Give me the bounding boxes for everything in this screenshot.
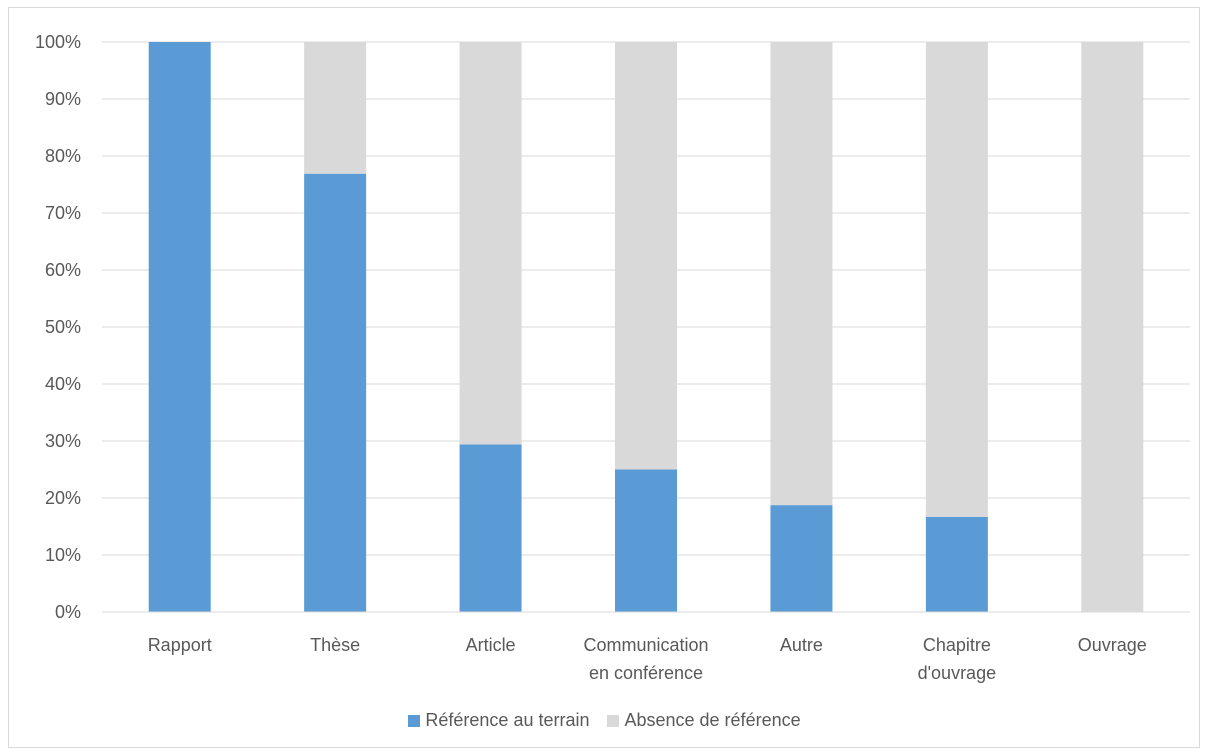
legend: Référence au terrain Absence de référenc… (0, 710, 1209, 731)
x-tick-label: Thèse (310, 635, 360, 655)
bar-reference-terrain (925, 516, 988, 612)
x-tick-label: Rapport (148, 635, 212, 655)
bar-absence-reference (615, 42, 677, 470)
x-tick-label: en conférence (589, 663, 703, 683)
bar-absence-reference (304, 42, 367, 174)
y-tick-label: 80% (45, 146, 81, 166)
y-tick-label: 40% (45, 374, 81, 394)
y-tick-label: 60% (45, 260, 81, 280)
y-tick-label: 50% (45, 317, 81, 337)
bar-reference-terrain (770, 505, 833, 612)
bar-absence-reference (925, 42, 988, 517)
bar-absence-reference (1081, 42, 1144, 612)
legend-label-absence: Absence de référence (624, 710, 801, 730)
legend-item-terrain: Référence au terrain (408, 710, 589, 731)
x-tick-label: Chapitre (923, 635, 991, 655)
bar-reference-terrain (304, 173, 367, 613)
legend-swatch-absence (607, 714, 620, 727)
bar-absence-reference (770, 42, 833, 506)
legend-item-absence: Absence de référence (607, 710, 801, 731)
legend-label-terrain: Référence au terrain (425, 710, 590, 730)
y-tick-label: 30% (45, 431, 81, 451)
legend-swatch-terrain (408, 714, 421, 727)
bar-reference-terrain (615, 469, 677, 612)
bar-reference-terrain (148, 42, 211, 612)
y-tick-label: 10% (45, 545, 81, 565)
bar-absence-reference (459, 42, 522, 445)
y-tick-label: 20% (45, 488, 81, 508)
y-tick-label: 100% (35, 32, 81, 52)
y-tick-label: 90% (45, 89, 81, 109)
x-tick-label: Ouvrage (1078, 635, 1147, 655)
y-tick-label: 70% (45, 203, 81, 223)
x-tick-label: d'ouvrage (918, 663, 997, 683)
x-tick-label: Article (466, 635, 516, 655)
x-tick-label: Autre (780, 635, 823, 655)
y-tick-label: 0% (55, 602, 81, 622)
bar-reference-terrain (459, 444, 522, 612)
x-tick-label: Communication (583, 635, 708, 655)
